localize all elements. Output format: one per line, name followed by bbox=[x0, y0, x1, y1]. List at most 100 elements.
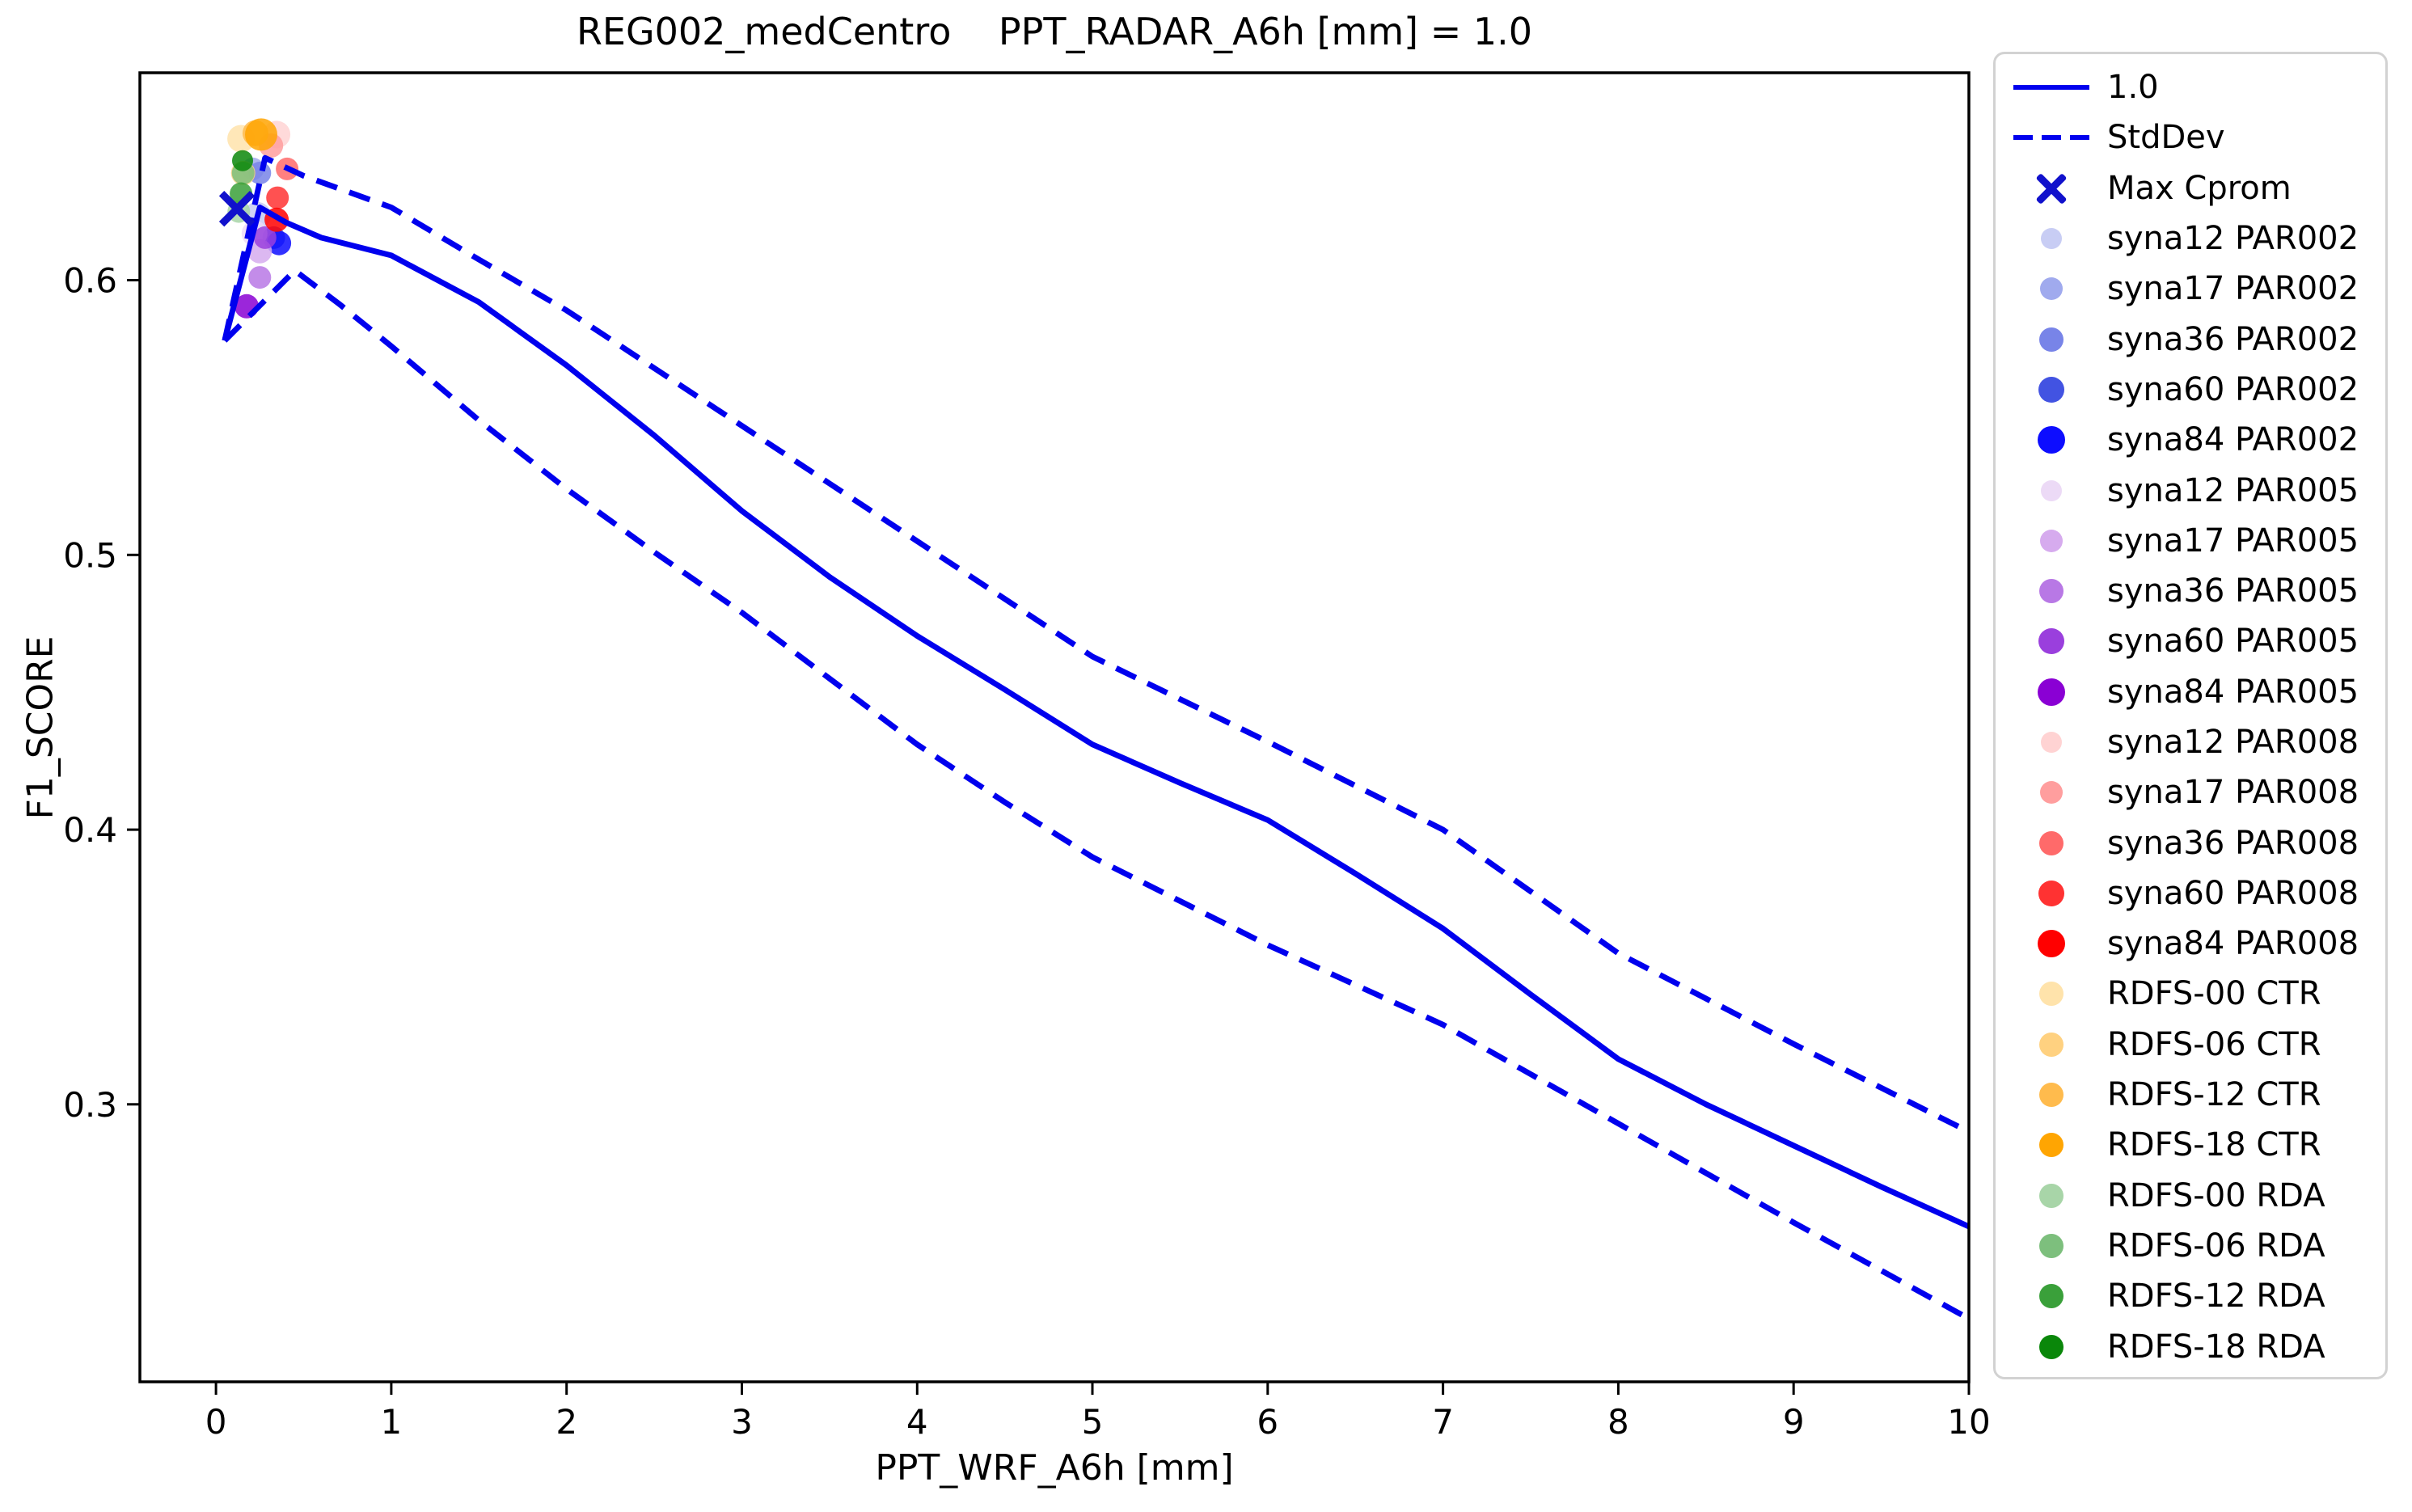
dot-marker-icon bbox=[1996, 1083, 2107, 1108]
x-tick-label-4: 4 bbox=[906, 1402, 928, 1442]
legend-label: syna60 PAR005 bbox=[2107, 623, 2359, 661]
y-tick-label-0.4: 0.4 bbox=[63, 810, 117, 850]
legend-item-rdfs-12-ctr: RDFS-12 CTR bbox=[1996, 1070, 2385, 1120]
legend-item-rdfs-06-ctr: RDFS-06 CTR bbox=[1996, 1020, 2385, 1070]
legend-item-syna12-par008: syna12 PAR008 bbox=[1996, 717, 2385, 767]
dot-marker-icon bbox=[1996, 628, 2107, 655]
legend-item-syna17-par008: syna17 PAR008 bbox=[1996, 767, 2385, 817]
stddev-lower-line bbox=[222, 268, 1971, 1321]
dot-marker-icon bbox=[1996, 579, 2107, 604]
x-tick-label-7: 7 bbox=[1432, 1402, 1454, 1442]
dot-marker-icon bbox=[1996, 1334, 2107, 1359]
legend-label: syna17 PAR008 bbox=[2107, 774, 2359, 812]
dot-marker-icon bbox=[1996, 781, 2107, 805]
y-tick-label-0.5: 0.5 bbox=[63, 535, 117, 575]
dot-marker-icon bbox=[1996, 479, 2107, 501]
legend-label: RDFS-06 RDA bbox=[2107, 1227, 2325, 1265]
legend-label: syna12 PAR008 bbox=[2107, 724, 2359, 761]
max-cprom-marker bbox=[218, 191, 256, 227]
legend-item-syna60-par002: syna60 PAR002 bbox=[1996, 365, 2385, 415]
legend-item-stddev: StdDev bbox=[1996, 112, 2385, 163]
legend-label: RDFS-18 RDA bbox=[2107, 1328, 2325, 1366]
legend-item-syna17-par005: syna17 PAR005 bbox=[1996, 516, 2385, 566]
chart-title: REG002_medCentro PPT_RADAR_A6h [mm] = 1.… bbox=[576, 10, 1533, 53]
dot-marker-icon bbox=[1996, 376, 2107, 403]
legend-label: syna60 PAR008 bbox=[2107, 874, 2359, 912]
legend-item-1.0: 1.0 bbox=[1996, 62, 2385, 112]
dot-marker-icon bbox=[1996, 277, 2107, 301]
dot-marker-icon bbox=[1996, 426, 2107, 454]
legend-label: syna84 PAR005 bbox=[2107, 673, 2359, 711]
legend-label: syna17 PAR005 bbox=[2107, 522, 2359, 560]
legend-item-syna17-par002: syna17 PAR002 bbox=[1996, 264, 2385, 314]
legend-item-rdfs-00-rda: RDFS-00 RDA bbox=[1996, 1171, 2385, 1221]
legend-item-syna84-par005: syna84 PAR005 bbox=[1996, 667, 2385, 717]
dot-marker-icon bbox=[1996, 732, 2107, 753]
legend-label: RDFS-00 CTR bbox=[2107, 975, 2321, 1013]
x-axis-label: PPT_WRF_A6h [mm] bbox=[875, 1447, 1234, 1489]
legend-item-syna12-par005: syna12 PAR005 bbox=[1996, 465, 2385, 515]
y-tick-label-0.6: 0.6 bbox=[63, 261, 117, 301]
legend-label: RDFS-00 RDA bbox=[2107, 1176, 2325, 1214]
x-tick-label-2: 2 bbox=[555, 1402, 577, 1442]
legend-item-rdfs-00-ctr: RDFS-00 CTR bbox=[1996, 969, 2385, 1019]
scatter-point-syna36-par005 bbox=[248, 266, 272, 289]
dot-marker-icon bbox=[1996, 930, 2107, 958]
scatter-point-syna60-par008 bbox=[266, 186, 289, 209]
legend-label: syna36 PAR005 bbox=[2107, 572, 2359, 610]
y-tick-label-0.3: 0.3 bbox=[63, 1085, 117, 1125]
x-tick-label-1: 1 bbox=[381, 1402, 403, 1442]
dot-marker-icon bbox=[1996, 1183, 2107, 1208]
y-axis-label: F1_SCORE bbox=[19, 636, 61, 820]
dot-marker-icon bbox=[1996, 529, 2107, 552]
x-tick-label-8: 8 bbox=[1607, 1402, 1629, 1442]
legend-item-syna84-par002: syna84 PAR002 bbox=[1996, 415, 2385, 465]
x-tick-label-9: 9 bbox=[1783, 1402, 1805, 1442]
legend-item-syna60-par008: syna60 PAR008 bbox=[1996, 868, 2385, 919]
dot-marker-icon bbox=[1996, 830, 2107, 855]
dot-marker-icon bbox=[1996, 1233, 2107, 1258]
stddev-upper-line bbox=[222, 154, 1971, 1134]
legend-item-rdfs-18-rda: RDFS-18 RDA bbox=[1996, 1321, 2385, 1371]
legend-label: syna17 PAR002 bbox=[2107, 270, 2359, 308]
legend-item-syna12-par002: syna12 PAR002 bbox=[1996, 213, 2385, 264]
mean-line bbox=[222, 205, 1971, 1230]
legend-item-rdfs-06-rda: RDFS-06 RDA bbox=[1996, 1221, 2385, 1271]
scatter-point-rdfs-18-rda bbox=[232, 150, 253, 171]
legend-label: syna12 PAR005 bbox=[2107, 471, 2359, 509]
x-tick-label-5: 5 bbox=[1082, 1402, 1104, 1442]
x-tick-label-10: 10 bbox=[1947, 1402, 1990, 1442]
legend-item-rdfs-12-rda: RDFS-12 RDA bbox=[1996, 1271, 2385, 1321]
dashed-line-icon bbox=[1996, 135, 2107, 141]
legend-label: syna36 PAR002 bbox=[2107, 320, 2359, 358]
x-tick-label-3: 3 bbox=[731, 1402, 753, 1442]
legend-item-syna60-par005: syna60 PAR005 bbox=[1996, 616, 2385, 666]
legend-item-syna84-par008: syna84 PAR008 bbox=[1996, 919, 2385, 969]
dot-marker-icon bbox=[1996, 1284, 2107, 1309]
dot-marker-icon bbox=[1996, 228, 2107, 250]
dot-marker-icon bbox=[1996, 678, 2107, 706]
legend-label: RDFS-18 CTR bbox=[2107, 1126, 2321, 1164]
solid-line-icon bbox=[1996, 85, 2107, 91]
legend-label: RDFS-12 CTR bbox=[2107, 1076, 2321, 1114]
legend-label: syna84 PAR008 bbox=[2107, 925, 2359, 963]
legend-label: syna60 PAR002 bbox=[2107, 370, 2359, 408]
legend-label: syna84 PAR002 bbox=[2107, 421, 2359, 459]
scatter-point-syna60-par005 bbox=[253, 226, 277, 249]
legend-item-syna36-par005: syna36 PAR005 bbox=[1996, 566, 2385, 616]
legend-label: RDFS-12 RDA bbox=[2107, 1278, 2325, 1316]
dot-marker-icon bbox=[1996, 1032, 2107, 1057]
dot-marker-icon bbox=[1996, 1133, 2107, 1158]
x-marker-icon bbox=[1996, 170, 2107, 207]
axes-box bbox=[138, 71, 1971, 1383]
legend-label: Max Cprom bbox=[2107, 169, 2292, 207]
legend-label: 1.0 bbox=[2107, 69, 2159, 107]
legend: 1.0 StdDev Max Cprom syna12 PAR002 syna17 PA… bbox=[1993, 52, 2388, 1379]
legend-label: RDFS-06 CTR bbox=[2107, 1025, 2321, 1063]
legend-item-syna36-par008: syna36 PAR008 bbox=[1996, 817, 2385, 868]
x-tick-label-0: 0 bbox=[205, 1402, 227, 1442]
scatter-point-rdfs-18-ctr bbox=[245, 118, 277, 151]
legend-item-max-cprom: Max Cprom bbox=[1996, 163, 2385, 213]
